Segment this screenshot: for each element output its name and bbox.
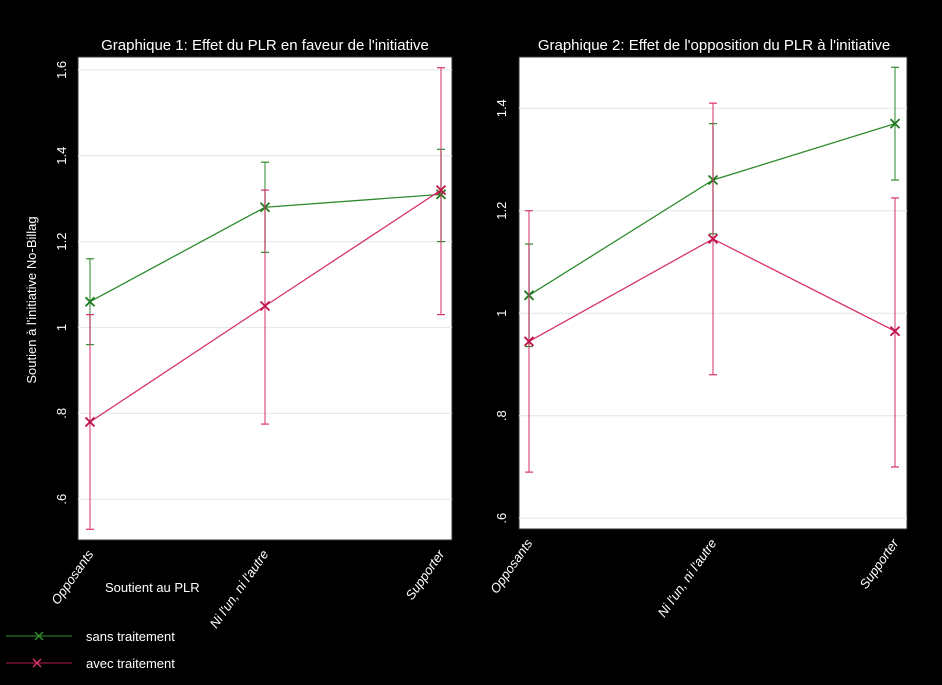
legend-label: sans traitement bbox=[86, 629, 175, 644]
data-point-x-marker bbox=[889, 326, 901, 337]
chart-1-title: Graphique 1: Effet du PLR en faveur de l… bbox=[101, 37, 429, 54]
legend-x-marker-icon bbox=[32, 658, 42, 668]
legend-x-marker-icon bbox=[34, 631, 44, 641]
y-tick-label: .6 bbox=[494, 513, 509, 524]
data-point-x-marker bbox=[259, 300, 271, 312]
y-tick-label: 1.6 bbox=[54, 61, 69, 79]
y-tick-label: .8 bbox=[494, 410, 509, 421]
chart-1-xlabel: Soutient au PLR bbox=[105, 580, 200, 595]
legend: sans traitement avec traitement bbox=[6, 629, 175, 671]
legend-item-sans-traitement: sans traitement bbox=[6, 629, 175, 644]
data-point-x-marker bbox=[523, 336, 535, 347]
chart-2-title: Graphique 2: Effet de l'opposition du PL… bbox=[538, 37, 890, 54]
y-tick-label: 1.2 bbox=[54, 233, 69, 251]
series-avec-traitement bbox=[523, 102, 901, 473]
data-point-x-marker bbox=[707, 233, 719, 245]
legend-label: avec traitement bbox=[86, 656, 175, 671]
y-tick-label: 1.2 bbox=[494, 202, 509, 220]
data-point-x-marker bbox=[889, 118, 901, 129]
chart-1-ylabel: Soutien à l'initiative No-Billag bbox=[24, 216, 39, 383]
y-tick-label: 1 bbox=[494, 310, 509, 317]
data-point-x-marker bbox=[84, 296, 96, 307]
y-tick-label: 1.4 bbox=[494, 99, 509, 117]
data-point-x-marker bbox=[435, 184, 447, 196]
y-tick-label: 1.4 bbox=[54, 147, 69, 165]
series-avec-traitement bbox=[84, 67, 447, 530]
data-point-x-marker bbox=[84, 416, 96, 428]
legend-item-avec-traitement: avec traitement bbox=[6, 656, 175, 671]
y-tick-label: .6 bbox=[54, 494, 69, 505]
y-tick-label: 1 bbox=[54, 324, 69, 331]
y-tick-label: .8 bbox=[54, 408, 69, 419]
